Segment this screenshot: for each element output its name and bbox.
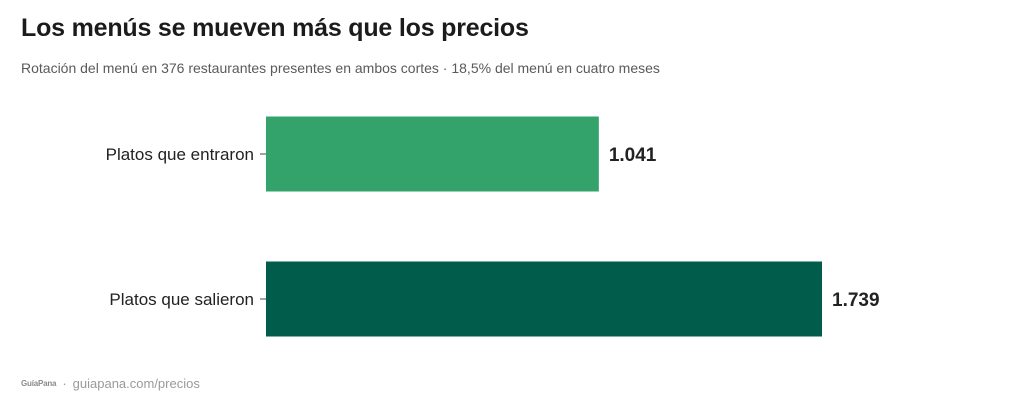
guiapana-logo: GuíaPana bbox=[21, 379, 57, 388]
bar-entraron bbox=[266, 116, 599, 192]
footer: GuíaPana · guiapana.com/precios bbox=[21, 376, 200, 391]
bar-salieron bbox=[266, 261, 822, 337]
value-label: 1.041 bbox=[609, 145, 657, 166]
category-label: Platos que entraron bbox=[106, 145, 254, 164]
chart-subtitle: Rotación del menú en 376 restaurantes pr… bbox=[21, 60, 660, 76]
footer-separator: · bbox=[62, 376, 67, 391]
value-label: 1.739 bbox=[832, 290, 880, 311]
source-url: guiapana.com/precios bbox=[72, 376, 200, 391]
category-label: Platos que salieron bbox=[109, 290, 254, 309]
chart-title: Los menús se mueven más que los precios bbox=[21, 14, 529, 42]
